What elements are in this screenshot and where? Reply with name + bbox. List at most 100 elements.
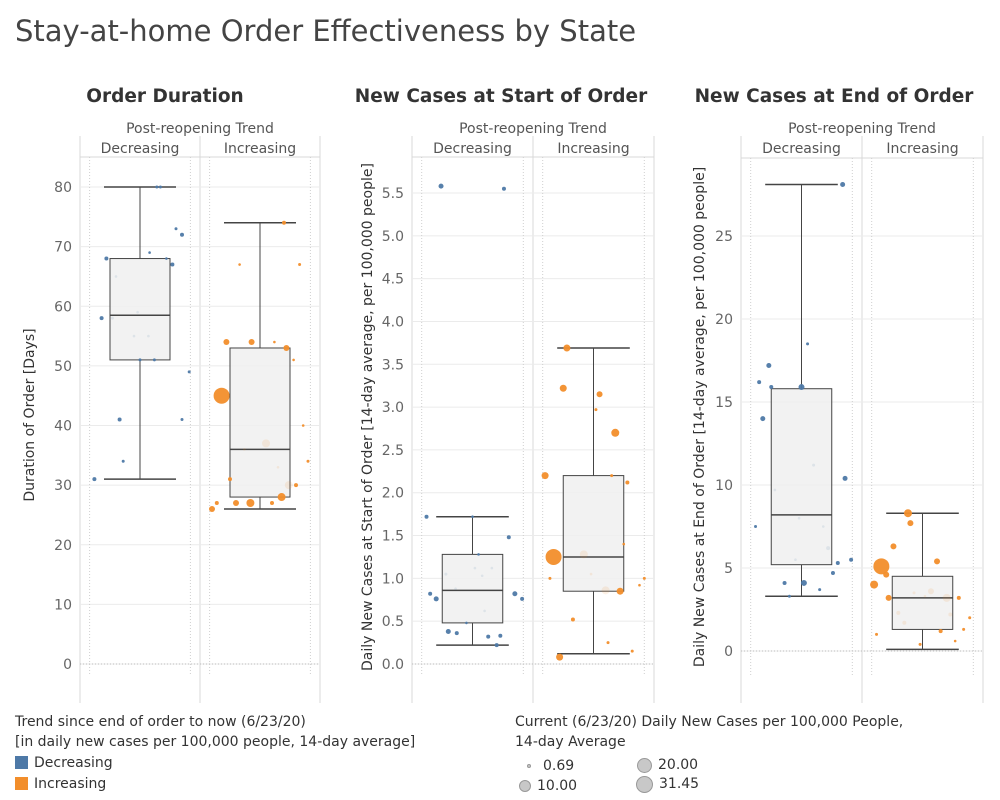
y-axis-label: Duration of Order [Days] <box>22 328 38 501</box>
y-tick-label: 15 <box>715 395 733 411</box>
data-point-increasing <box>214 501 219 506</box>
data-point-increasing <box>630 649 634 653</box>
data-point-increasing <box>282 220 286 225</box>
data-point-decreasing <box>473 566 477 570</box>
legend-label-increasing: Increasing <box>34 775 107 792</box>
data-point-decreasing <box>835 561 840 566</box>
box-iqr <box>891 575 954 630</box>
box-decreasing <box>436 515 509 646</box>
y-tick-label: 5.0 <box>382 229 404 245</box>
data-point-decreasing <box>757 380 762 385</box>
chart-title: New Cases at End of Order <box>695 86 975 107</box>
data-point-increasing <box>548 576 552 580</box>
data-point-decreasing <box>433 596 439 602</box>
data-point-decreasing <box>187 370 191 374</box>
data-point-decreasing <box>512 591 518 597</box>
y-tick-label: 5 <box>724 561 733 577</box>
size-legend-title-line2: 14-day Average <box>515 734 626 750</box>
color-legend: Trend since end of order to now (6/23/20… <box>15 712 415 794</box>
data-point-increasing <box>870 580 879 589</box>
data-point-increasing <box>298 263 302 267</box>
data-point-decreasing <box>158 185 162 189</box>
chart-panel-3: New Cases at End of Order Post-reopening … <box>692 86 984 703</box>
data-point-increasing <box>213 387 230 404</box>
data-point-increasing <box>927 588 934 595</box>
size-legend-item-xlarge: 31.45 <box>636 774 699 794</box>
data-point-increasing <box>276 465 280 469</box>
data-point-increasing <box>238 263 241 266</box>
box-increasing <box>557 347 630 655</box>
data-point-increasing <box>934 558 941 565</box>
data-point-increasing <box>873 558 890 575</box>
data-point-increasing <box>625 480 630 485</box>
data-point-decreasing <box>438 183 444 189</box>
legend-item-decreasing[interactable]: Decreasing <box>15 752 415 773</box>
data-point-increasing <box>273 340 276 344</box>
data-point-decreasing <box>818 588 822 592</box>
data-point-decreasing <box>465 621 468 625</box>
data-point-increasing <box>875 632 879 636</box>
data-point-decreasing <box>842 475 848 481</box>
data-point-increasing <box>948 612 953 617</box>
size-label-xlarge: 31.45 <box>659 776 700 792</box>
data-point-decreasing <box>147 334 150 338</box>
data-point-increasing <box>248 339 255 346</box>
size-legend-item-large: 20.00 <box>637 755 698 775</box>
data-point-decreasing <box>428 591 433 596</box>
data-point-increasing <box>284 481 293 490</box>
y-tick-label: 70 <box>54 240 72 256</box>
size-small-circle <box>527 764 531 768</box>
category-header-decreasing: Decreasing <box>762 141 841 157</box>
y-tick-label: 80 <box>54 180 72 196</box>
color-legend-title-line1: Trend since end of order to now (6/23/20… <box>15 714 306 730</box>
y-tick-label: 40 <box>54 419 72 435</box>
y-tick-label: 20 <box>54 538 72 554</box>
box-increasing <box>224 222 296 510</box>
legend-label-decreasing: Decreasing <box>34 754 113 771</box>
category-header-decreasing: Decreasing <box>101 141 180 157</box>
data-point-increasing <box>907 520 914 527</box>
data-point-increasing <box>556 653 564 661</box>
data-point-increasing <box>563 344 571 352</box>
data-point-increasing <box>301 424 305 427</box>
data-point-decreasing <box>800 579 807 586</box>
data-point-decreasing <box>840 182 846 188</box>
category-header-decreasing: Decreasing <box>433 141 512 157</box>
data-point-decreasing <box>773 488 777 492</box>
y-tick-label: 10 <box>715 478 733 494</box>
data-point-decreasing <box>174 227 178 231</box>
data-point-decreasing <box>826 546 831 551</box>
data-point-increasing <box>579 550 588 559</box>
data-point-decreasing <box>170 262 175 267</box>
page-title: Stay-at-home Order Effectiveness by Stat… <box>15 14 637 48</box>
data-point-decreasing <box>486 634 491 639</box>
data-point-decreasing <box>445 628 451 634</box>
data-point-increasing <box>953 639 957 643</box>
data-point-decreasing <box>152 358 156 362</box>
data-point-increasing <box>638 583 641 587</box>
data-point-decreasing <box>760 416 766 422</box>
box-decreasing <box>765 183 838 597</box>
data-point-increasing <box>956 595 961 600</box>
data-point-decreasing <box>498 633 503 638</box>
legend-item-increasing[interactable]: Increasing <box>15 773 415 794</box>
size-xlarge-circle <box>636 775 653 793</box>
data-point-decreasing <box>454 587 457 590</box>
data-point-decreasing <box>148 251 151 254</box>
data-point-decreasing <box>506 535 511 540</box>
data-point-decreasing <box>114 275 118 278</box>
box-iqr <box>441 553 504 624</box>
data-point-increasing <box>962 627 966 631</box>
decreasing-swatch <box>15 756 28 769</box>
chart-title: Order Duration <box>86 86 243 107</box>
data-point-decreasing <box>480 574 484 578</box>
data-point-decreasing <box>821 525 825 528</box>
data-point-increasing <box>570 617 575 622</box>
data-point-decreasing <box>494 643 499 648</box>
data-point-increasing <box>968 616 972 620</box>
chart-title: New Cases at Start of Order <box>355 86 648 107</box>
data-point-increasing <box>642 576 646 580</box>
data-point-decreasing <box>155 185 159 189</box>
data-point-increasing <box>918 642 922 646</box>
data-point-increasing <box>883 571 890 578</box>
